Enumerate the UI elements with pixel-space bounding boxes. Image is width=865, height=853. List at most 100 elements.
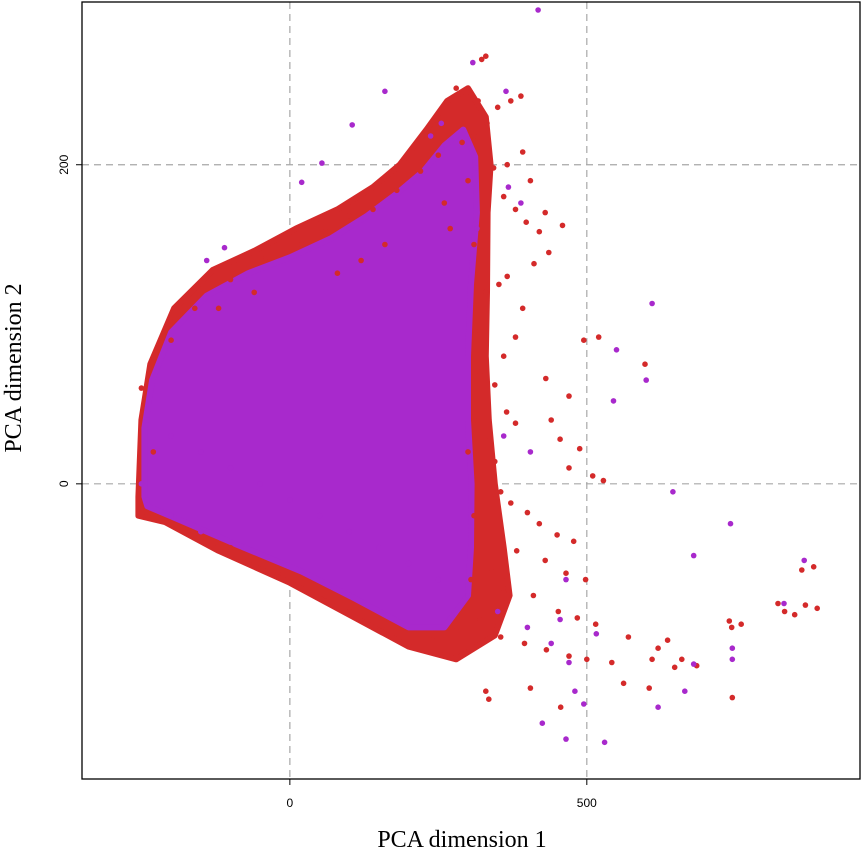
point-red (671, 664, 678, 671)
point-purple (427, 133, 434, 139)
point-purple (346, 528, 353, 535)
point-red (542, 209, 548, 216)
point-purple (435, 576, 442, 583)
point-red (490, 165, 497, 171)
point-red (322, 592, 329, 599)
point-purple (801, 557, 807, 564)
point-red (563, 570, 569, 576)
point-purple (690, 661, 697, 667)
point-red (814, 605, 820, 612)
point-purple (643, 377, 649, 383)
point-red (346, 213, 353, 219)
point-red (566, 393, 572, 399)
point-purple (500, 433, 507, 439)
point-purple (376, 544, 382, 551)
cloud-purple-region (141, 126, 480, 631)
point-red (138, 385, 145, 391)
point-purple (439, 146, 445, 152)
point-red (453, 85, 460, 91)
point-red (775, 600, 781, 607)
point-red (298, 241, 305, 248)
point-red (144, 512, 151, 519)
point-red (478, 56, 485, 63)
point-red (334, 270, 341, 277)
point-purple (382, 88, 388, 95)
point-red (625, 634, 632, 640)
point-red (595, 334, 602, 340)
point-red (477, 616, 483, 623)
point-purple (138, 481, 145, 487)
point-red (447, 225, 454, 232)
point-purple (655, 704, 661, 710)
point-purple (474, 225, 480, 232)
point-red (799, 567, 805, 573)
point-red (519, 305, 526, 312)
axis-ticks: 0 500 0 200 (57, 154, 597, 810)
point-red (503, 409, 510, 415)
point-purple (535, 7, 541, 13)
point-red (527, 685, 534, 691)
point-red (542, 557, 548, 564)
point-red (582, 576, 589, 583)
point-purple (729, 656, 736, 663)
point-red (609, 659, 615, 666)
point-red (492, 458, 498, 465)
point-red (521, 640, 528, 647)
point-red (781, 608, 788, 615)
point-red (394, 187, 400, 194)
point-purple (221, 244, 228, 251)
point-red (497, 634, 504, 640)
point-red (227, 276, 234, 283)
point-red (559, 222, 566, 229)
point-red (649, 656, 655, 663)
y-tick-label: 0 (57, 480, 71, 487)
point-red (802, 602, 809, 608)
point-red (512, 420, 519, 427)
point-red (738, 621, 744, 627)
point-red (642, 361, 648, 368)
point-red (530, 592, 537, 599)
point-red (483, 53, 489, 59)
point-purple (649, 300, 655, 307)
point-red (554, 532, 560, 538)
point-red (531, 260, 537, 267)
point-red (584, 656, 590, 663)
point-purple (503, 88, 509, 95)
point-red (566, 465, 572, 471)
point-purple (727, 520, 734, 527)
point-red (483, 688, 489, 694)
point-red (729, 694, 736, 701)
point-purple (168, 433, 174, 439)
point-red (518, 93, 524, 99)
point-red (566, 653, 572, 659)
point-red (592, 621, 599, 627)
point-purple (682, 688, 688, 694)
point-purple (670, 489, 676, 495)
point-red (465, 449, 471, 455)
point-red (494, 104, 501, 111)
point-purple (438, 120, 445, 127)
point-red (382, 241, 388, 248)
point-purple (563, 576, 569, 583)
point-red (370, 206, 376, 213)
x-axis-title: PCA dimension 1 (377, 827, 546, 853)
x-tick-label: 0 (287, 796, 294, 810)
point-red (791, 611, 798, 618)
point-red (810, 564, 817, 570)
point-purple (198, 528, 204, 535)
point-red (646, 685, 652, 691)
point-purple (470, 59, 476, 66)
point-red (322, 228, 329, 235)
point-red (484, 120, 490, 127)
point-purple (505, 184, 512, 190)
point-red (459, 139, 465, 146)
point-red (555, 608, 562, 615)
point-purple (593, 631, 600, 637)
point-red (453, 627, 460, 634)
point-red (477, 369, 483, 376)
point-red (679, 656, 685, 663)
point-red (486, 696, 492, 702)
point-purple (465, 592, 471, 599)
point-red (346, 608, 353, 615)
point-red (497, 489, 504, 495)
